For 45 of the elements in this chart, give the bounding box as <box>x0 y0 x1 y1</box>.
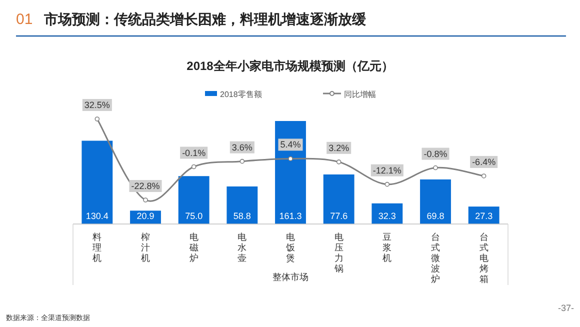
data-label: 161.3 <box>279 211 302 221</box>
data-label: -12.1% <box>372 165 402 176</box>
point <box>288 156 293 162</box>
annotation: -37- <box>558 303 574 313</box>
data-label: 3.6% <box>232 142 252 152</box>
subtitle: 2018全年小家电市场规模预测（亿元） <box>186 59 394 73</box>
data-label: 32.3 <box>378 211 396 221</box>
xtick: 电磁炉 <box>189 232 198 263</box>
point <box>240 158 245 164</box>
xtick: 台式微波炉 <box>431 232 440 284</box>
xtick: 豆浆机 <box>382 232 392 263</box>
xtick: 榨汁机 <box>141 232 150 263</box>
data-label: 32.5% <box>84 100 110 110</box>
data-label: 20.9 <box>136 211 154 221</box>
point <box>143 198 148 202</box>
data-label: -0.8% <box>424 148 448 159</box>
section-number: 01 <box>16 11 33 28</box>
data-label: 75.0 <box>185 211 203 221</box>
data-label: -6.4% <box>472 156 496 167</box>
point <box>433 165 438 170</box>
xtick: 电饭煲 <box>286 232 295 263</box>
point <box>384 182 390 187</box>
data-label: 5.4% <box>280 140 301 150</box>
title: 市场预测：传统品类增长困难，料理机增速逐渐放缓 <box>44 11 366 27</box>
xtick: 电压力锅 <box>334 232 344 274</box>
xtick: 台式电烤箱 <box>479 232 488 284</box>
point <box>336 160 342 164</box>
xtick: 电水壶 <box>238 232 247 263</box>
data-label: 77.6 <box>330 211 348 221</box>
data-label: 130.4 <box>86 211 108 221</box>
point <box>94 116 100 122</box>
xlabel: 整体市场 <box>272 272 308 282</box>
legend-label: 同比增幅 <box>344 90 376 99</box>
legend-item: 同比增幅 <box>323 90 376 99</box>
point <box>191 164 196 170</box>
point <box>481 174 486 178</box>
data-label: -0.1% <box>182 148 206 158</box>
xtick: 料理机 <box>92 232 102 263</box>
legend-item: 2018零售额 <box>205 90 262 99</box>
data-label: -22.8% <box>131 181 160 191</box>
legend-label: 2018零售额 <box>220 90 262 99</box>
data-label: 69.8 <box>426 211 444 221</box>
data-label: 27.3 <box>475 211 493 221</box>
data-label: 58.8 <box>233 211 251 221</box>
data-label: 3.2% <box>328 142 350 153</box>
